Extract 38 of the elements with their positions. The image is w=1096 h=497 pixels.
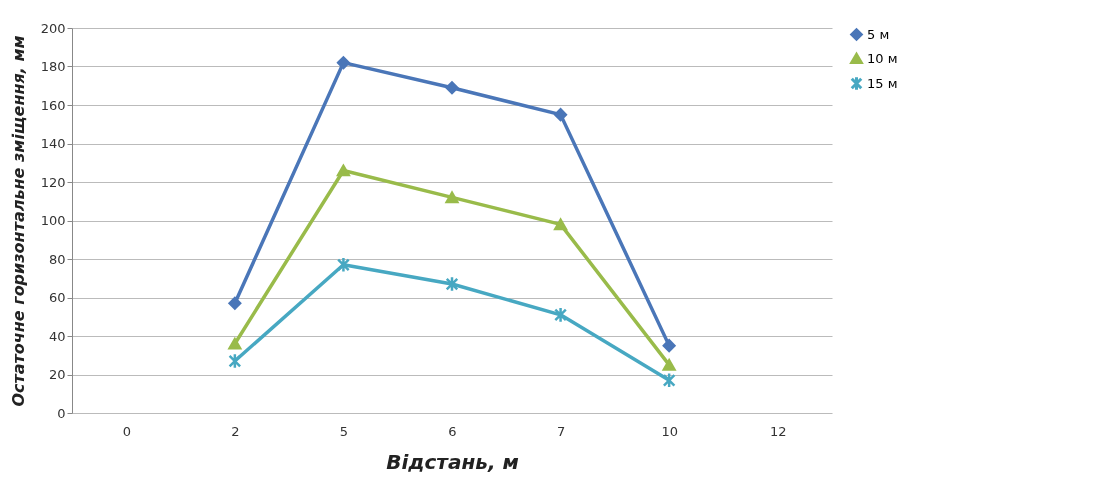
y-tick-label: 60 — [48, 290, 66, 305]
x-tick-label: 0 — [122, 423, 131, 439]
y-tick-label: 200 — [40, 20, 66, 36]
point — [445, 81, 459, 95]
x-tick-label: 12 — [769, 423, 787, 439]
y-tick-label: 140 — [40, 136, 66, 151]
y-tick-label: 180 — [40, 59, 66, 74]
point — [662, 372, 676, 389]
x-tick-label: 10 — [661, 423, 678, 439]
point — [336, 164, 350, 177]
y-tick-label: 20 — [48, 367, 66, 382]
point — [336, 256, 350, 273]
point — [228, 296, 242, 310]
point — [445, 191, 459, 204]
point — [554, 218, 568, 231]
point — [554, 306, 568, 323]
point — [662, 339, 676, 353]
point — [445, 275, 459, 293]
legend-label: 15 м — [867, 75, 898, 91]
y-tick-label: 0 — [57, 405, 66, 421]
point — [228, 337, 242, 350]
y-tick-label: 120 — [40, 174, 66, 190]
legend-label: 10 м — [867, 50, 898, 66]
point — [554, 108, 568, 122]
x-axis-title: Відстань, м — [386, 449, 519, 474]
y-tick-label: 80 — [48, 251, 66, 267]
point — [662, 359, 676, 371]
point — [228, 352, 242, 370]
x-tick-label: 6 — [448, 423, 457, 439]
y-tick-label: 160 — [40, 97, 66, 113]
legend-label: 5 м — [867, 26, 890, 42]
x-tick-label: 7 — [556, 423, 566, 439]
point — [336, 56, 350, 70]
x-tick-label: 2 — [231, 423, 240, 439]
x-tick-label: 5 — [339, 423, 349, 439]
y-tick-label: 100 — [40, 213, 66, 228]
y-axis-title: Остаточне горизонтальне зміщення, мм — [8, 35, 28, 407]
y-tick-label: 40 — [48, 328, 66, 344]
